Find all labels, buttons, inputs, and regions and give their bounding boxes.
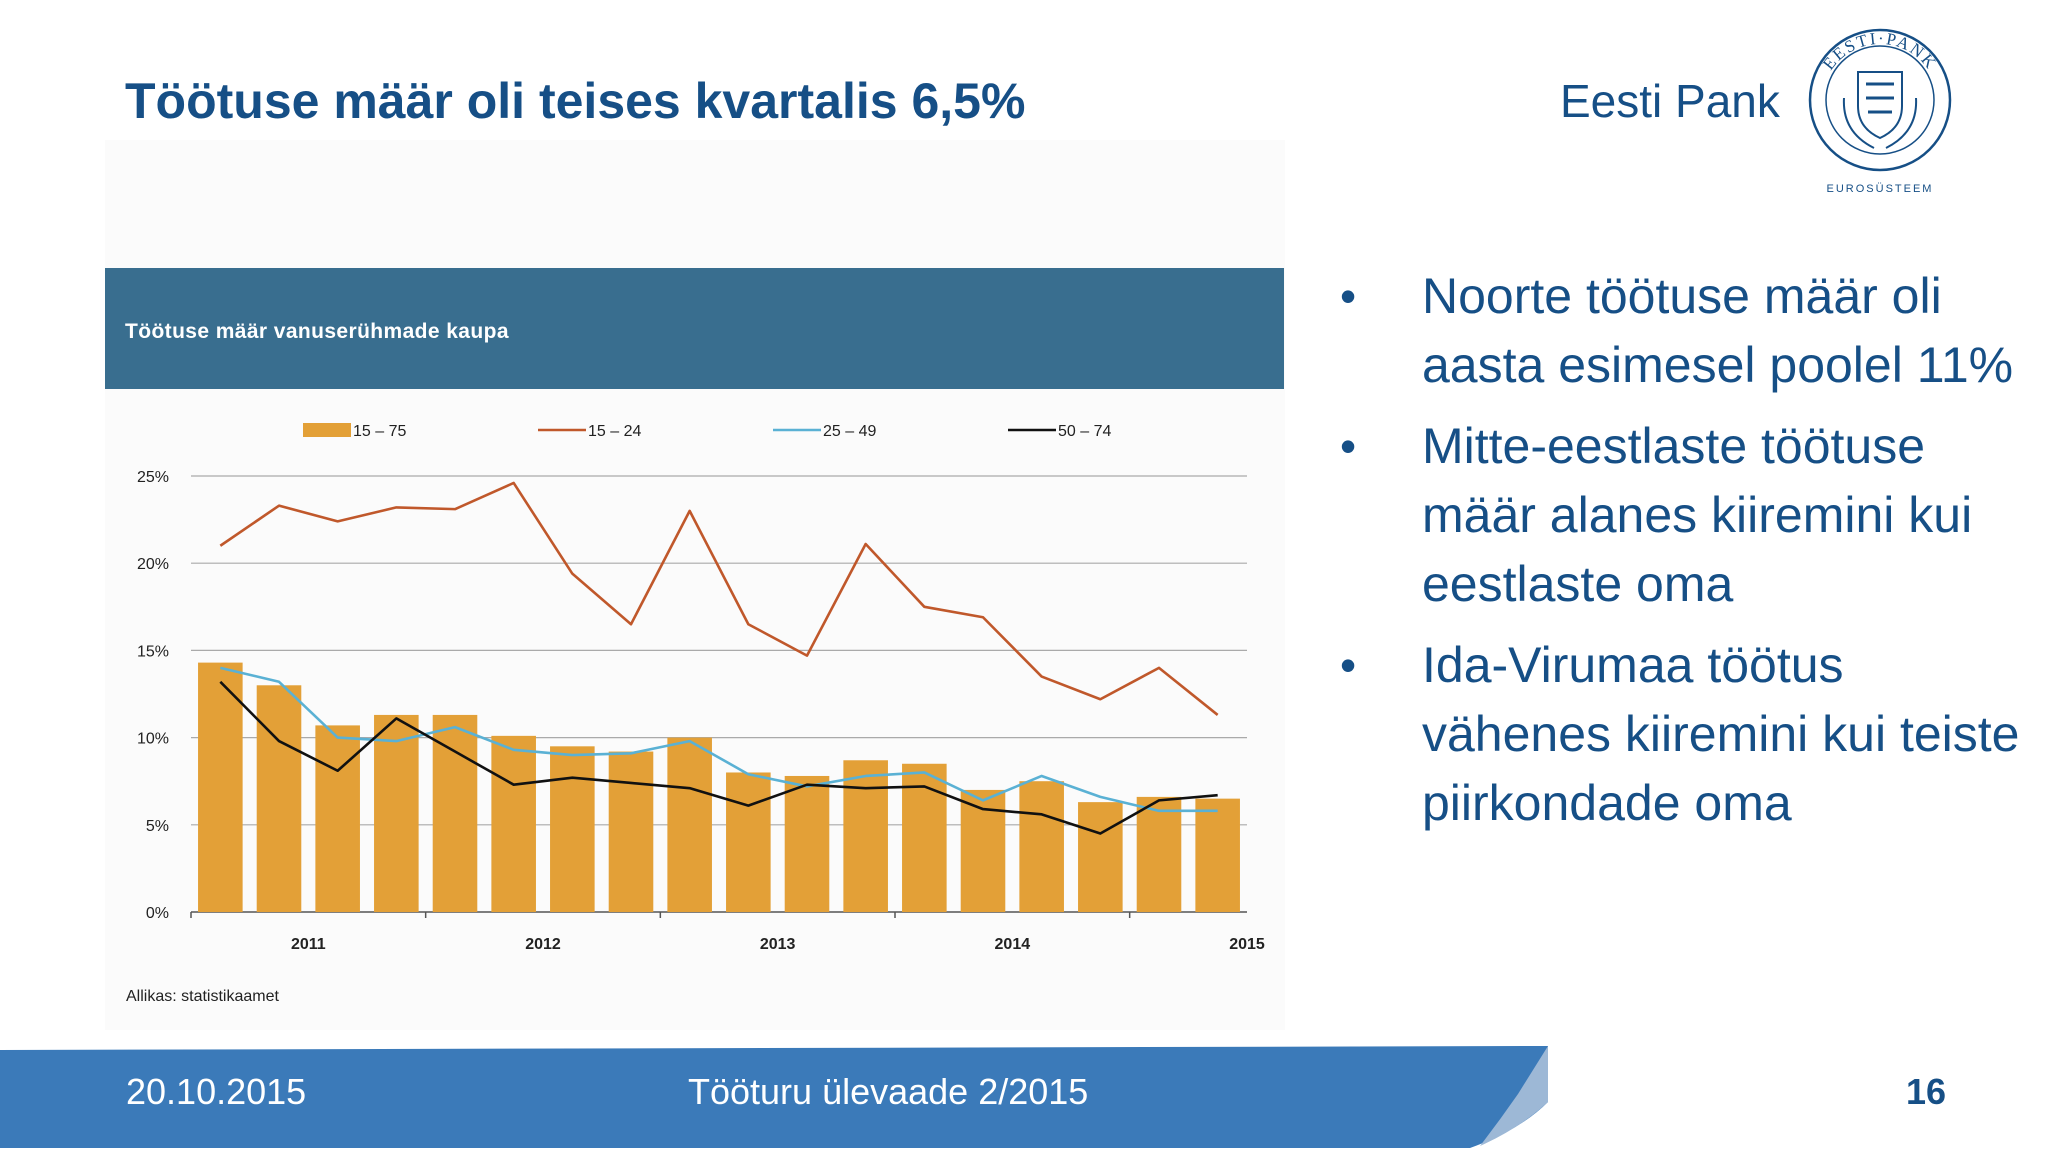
unemployment-chart: 0% 5% 10% 15% 20% 25% 2011 2012 2013 2014 2015 15 –… <box>137 423 1265 953</box>
bar <box>843 760 888 912</box>
y-tick-label: 5% <box>146 818 169 835</box>
bar <box>432 714 478 912</box>
y-tick-label: 10% <box>137 731 169 748</box>
bar <box>374 714 419 912</box>
y-tick-label: 15% <box>137 643 169 660</box>
bar <box>1195 798 1240 912</box>
footer-date: 20.10.2015 <box>126 1071 307 1112</box>
chart-title: Töötuse määr vanuserühmade kaupa <box>125 320 509 343</box>
eesti-pank-seal-logo: EESTI·PANK EUROSÜSTEEM <box>1808 28 1952 195</box>
bar <box>315 725 360 912</box>
x-tick-label: 2015 <box>1229 936 1265 953</box>
y-tick-label: 25% <box>137 469 169 486</box>
seal-caption: EUROSÜSTEEM <box>1827 183 1934 195</box>
series-line-50-74 <box>219 680 1218 835</box>
bar <box>667 737 712 912</box>
bar <box>1078 802 1123 912</box>
bullet-list: Noorte töötuse määr oli aasta esimesel p… <box>1340 262 2020 850</box>
bar <box>1136 796 1182 912</box>
footer-band <box>0 1046 1548 1148</box>
bar <box>256 685 302 912</box>
x-tick-label: 2011 <box>291 936 326 953</box>
bar <box>608 751 654 912</box>
legend-label: 25 – 49 <box>823 423 876 440</box>
bullet-item: Mitte-eestlaste töötuse määr alanes kiir… <box>1340 412 2020 619</box>
bar <box>550 746 595 912</box>
bar <box>1019 781 1064 912</box>
bullet-item: Ida-Virumaa töötus vähenes kiiremini kui… <box>1340 631 2020 838</box>
legend-label: 15 – 75 <box>353 423 406 440</box>
slide-title: Töötuse määr oli teises kvartalis 6,5% <box>125 73 1026 129</box>
x-tick-label: 2014 <box>995 936 1031 953</box>
x-tick-label: 2012 <box>525 936 561 953</box>
bar <box>198 662 243 912</box>
bar <box>784 775 830 912</box>
page-number: 16 <box>1906 1071 1947 1112</box>
svg-text:EESTI·PANK: EESTI·PANK <box>1819 29 1941 73</box>
legend-swatch <box>303 423 351 437</box>
y-tick-label: 0% <box>146 905 169 922</box>
footer-title: Tööturu ülevaade 2/2015 <box>688 1071 1089 1112</box>
legend-label: 15 – 24 <box>588 423 641 440</box>
series-line-15-24 <box>219 481 1219 716</box>
bar <box>726 772 771 912</box>
brand-name: Eesti Pank <box>1560 75 1780 127</box>
chart-source: Allikas: statistikaamet <box>126 988 279 1005</box>
x-tick-label: 2013 <box>760 936 796 953</box>
legend-label: 50 – 74 <box>1058 423 1111 440</box>
bar <box>491 735 536 912</box>
series-line-25-49 <box>220 666 1218 813</box>
y-tick-label: 20% <box>137 556 169 573</box>
bullet-item: Noorte töötuse määr oli aasta esimesel p… <box>1340 262 2020 400</box>
chart-header-bar: Töötuse määr vanuserühmade kaupa <box>105 268 1284 389</box>
bar <box>902 763 947 912</box>
